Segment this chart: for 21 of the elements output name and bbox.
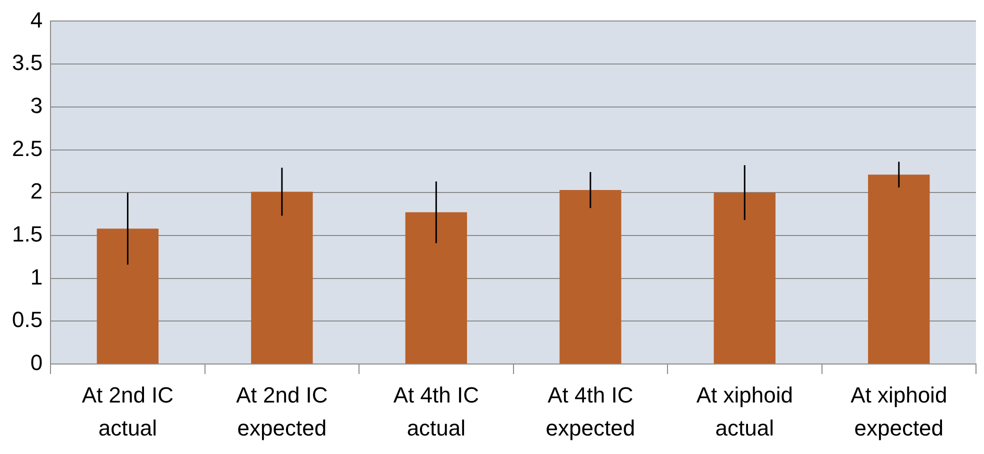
y-tick-label: 2.5: [12, 136, 43, 161]
bar: [405, 212, 468, 364]
bar: [868, 174, 930, 364]
x-tick-label: At 2nd IC expected: [236, 382, 328, 441]
y-tick-label: 0: [30, 350, 43, 376]
x-tick-label: At 4th IC expected: [546, 382, 636, 441]
y-tick-label: 3.5: [12, 50, 43, 76]
y-tick-label: 0.5: [12, 307, 43, 332]
y-tick-label: 1: [30, 264, 43, 290]
x-tick-label: At xiphoid actual: [696, 382, 793, 441]
bar: [714, 192, 776, 364]
y-tick-label: 1.5: [12, 222, 43, 247]
x-tick-label: At 2nd IC actual: [82, 382, 174, 441]
x-tick-label: At xiphoid expected: [850, 382, 948, 441]
bar: [251, 192, 313, 364]
y-tick-label: 4: [30, 7, 43, 32]
y-tick-label: 2: [30, 178, 43, 204]
y-tick-label: 3: [30, 92, 43, 118]
bar: [96, 228, 159, 364]
bar: [560, 190, 622, 364]
x-tick-label: At 4th IC actual: [393, 382, 480, 441]
